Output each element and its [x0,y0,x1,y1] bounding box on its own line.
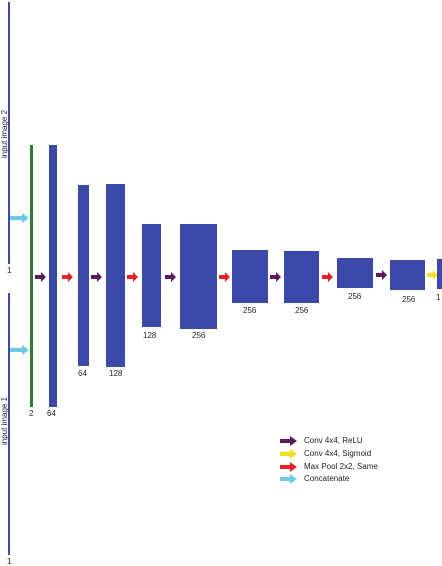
layer-label-10: 1 [436,293,441,302]
layer-bar-4 [142,224,161,327]
layer-bar-3 [106,184,125,367]
layer-bar-8 [337,258,373,288]
input-image-1-channel-label: 1 [7,557,12,566]
layer-bar-9 [390,260,425,290]
layer-bar-7 [284,251,319,303]
layer-bar-6 [232,250,268,303]
concatenate-arrow-top-icon [10,213,29,223]
input-image-2-channel-label: 1 [7,266,12,275]
legend-label-concatenate: Concatenate [304,474,350,483]
layer-bar-5 [180,224,217,329]
conv-relu-arrow-icon [376,270,387,280]
conv-sigmoid-arrow-icon [427,270,438,280]
layer-concat-bar [30,145,33,407]
yellow-arrow-icon [280,449,297,459]
layer-bar-2 [78,185,89,366]
conv-relu-arrow-icon [165,272,176,282]
layer-label-8: 256 [348,292,362,301]
legend-label-conv-sigmoid: Conv 4x4, Sigmoid [304,449,372,458]
legend-label-max-pool: Max Pool 2x2, Same [304,462,378,471]
layer-bar-10 [437,259,442,289]
layer-label-4: 128 [143,331,157,340]
layer-label-9: 256 [402,295,416,304]
purple-arrow-icon [280,436,297,446]
layer-label-7: 256 [295,306,309,315]
legend-label-conv-relu: Conv 4x4, ReLU [304,436,363,445]
input-image-1-bar [8,293,10,555]
max-pool-arrow-icon [219,272,230,282]
conv-relu-arrow-icon [91,272,102,282]
layer-label-0: 2 [29,409,34,418]
layer-label-6: 256 [243,306,257,315]
input-image-2-label: input image 2 [0,109,9,158]
layer-label-5: 256 [192,331,206,340]
max-pool-arrow-icon [322,272,333,282]
concatenate-arrow-bottom-icon [10,345,29,355]
max-pool-arrow-icon [62,272,73,282]
conv-relu-arrow-icon [35,272,46,282]
input-image-2-bar [8,2,10,264]
red-arrow-icon [280,462,297,472]
layer-label-1: 64 [47,409,56,418]
input-image-1-label: input image 1 [0,396,9,445]
layer-label-3: 128 [109,369,123,378]
layer-bar-1 [49,145,57,407]
cyan-arrow-icon [280,474,297,484]
layer-label-2: 64 [78,369,87,378]
conv-relu-arrow-icon [270,272,281,282]
max-pool-arrow-icon [127,272,138,282]
